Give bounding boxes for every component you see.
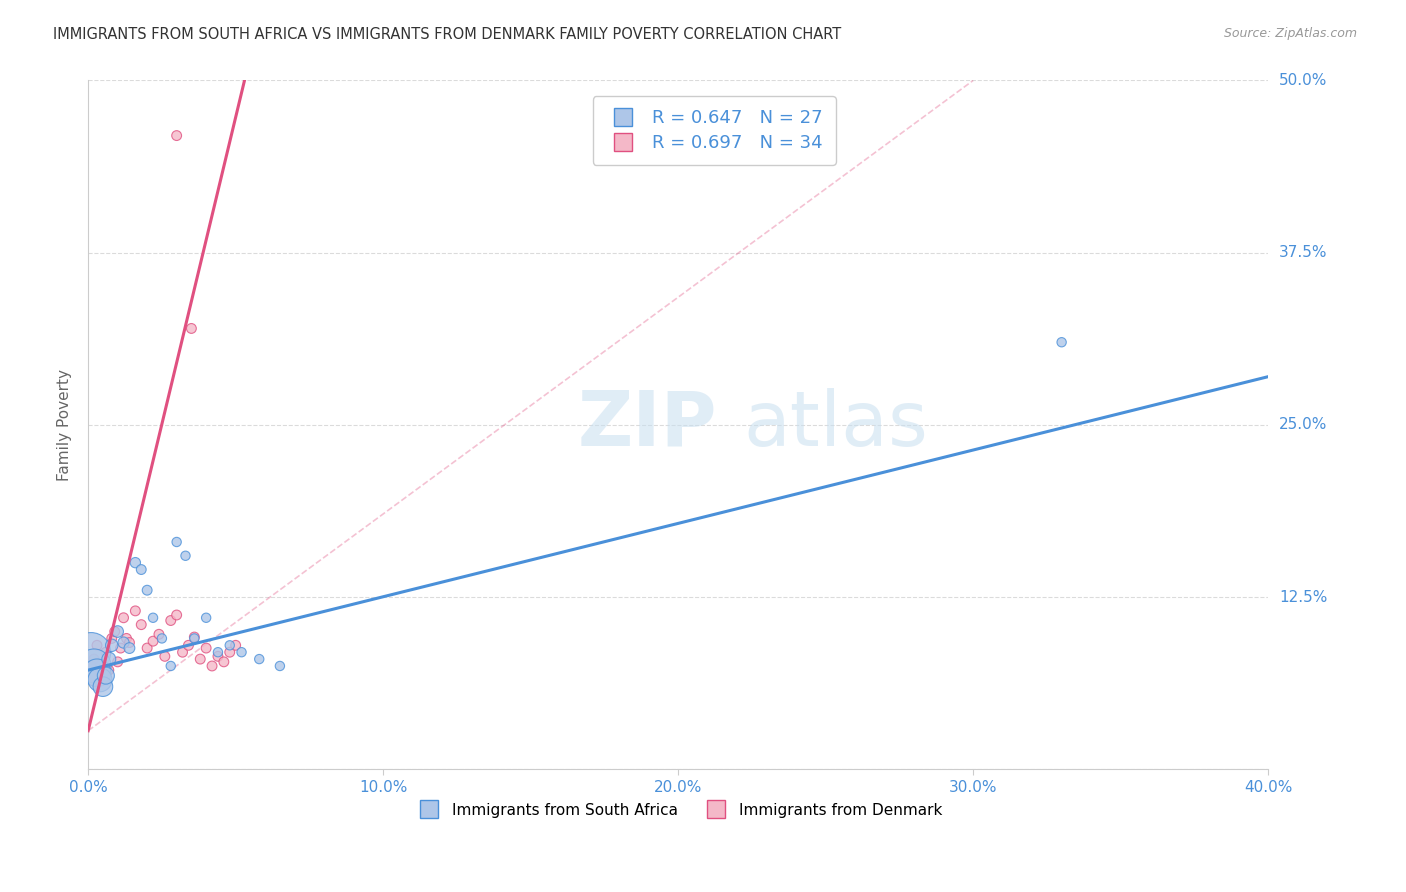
Legend: Immigrants from South Africa, Immigrants from Denmark: Immigrants from South Africa, Immigrants… xyxy=(408,797,949,823)
Point xyxy=(110,641,132,656)
Point xyxy=(269,659,291,673)
Point xyxy=(100,638,122,652)
Point xyxy=(166,607,188,622)
Point xyxy=(201,659,224,673)
Point xyxy=(159,614,181,628)
Text: ZIP: ZIP xyxy=(578,388,717,462)
Point xyxy=(150,632,173,646)
Point xyxy=(112,635,135,649)
Point xyxy=(1050,335,1073,350)
Text: 25.0%: 25.0% xyxy=(1279,417,1327,433)
Point xyxy=(86,665,108,680)
Point xyxy=(148,627,170,641)
Point xyxy=(212,655,235,669)
Point xyxy=(195,611,218,625)
Point xyxy=(166,535,188,549)
Point xyxy=(177,638,200,652)
Point xyxy=(80,659,103,673)
Point xyxy=(183,630,205,644)
Point xyxy=(107,624,129,639)
Point xyxy=(159,659,181,673)
Point xyxy=(218,638,240,652)
Text: 50.0%: 50.0% xyxy=(1279,73,1327,88)
Point xyxy=(112,611,135,625)
Point xyxy=(97,663,120,677)
Point xyxy=(91,680,114,694)
Text: Source: ZipAtlas.com: Source: ZipAtlas.com xyxy=(1223,27,1357,40)
Point xyxy=(83,652,105,666)
Point xyxy=(136,641,159,656)
Point xyxy=(218,645,240,659)
Point xyxy=(129,563,152,577)
Point xyxy=(83,659,105,673)
Text: 12.5%: 12.5% xyxy=(1279,590,1327,605)
Text: IMMIGRANTS FROM SOUTH AFRICA VS IMMIGRANTS FROM DENMARK FAMILY POVERTY CORRELATI: IMMIGRANTS FROM SOUTH AFRICA VS IMMIGRAN… xyxy=(53,27,842,42)
Point xyxy=(86,638,108,652)
Point xyxy=(231,645,253,659)
Point xyxy=(207,649,229,664)
Point xyxy=(129,617,152,632)
Point xyxy=(89,673,111,687)
Point xyxy=(183,632,205,646)
Point xyxy=(153,649,176,664)
Y-axis label: Family Poverty: Family Poverty xyxy=(58,369,72,481)
Point xyxy=(118,641,141,656)
Point xyxy=(100,632,122,646)
Point xyxy=(97,652,120,666)
Point xyxy=(166,128,188,143)
Point xyxy=(94,668,117,682)
Point xyxy=(107,655,129,669)
Point xyxy=(136,583,159,598)
Point xyxy=(124,604,146,618)
Point xyxy=(172,645,194,659)
Point xyxy=(118,635,141,649)
Text: atlas: atlas xyxy=(742,388,928,462)
Text: 37.5%: 37.5% xyxy=(1279,245,1327,260)
Point xyxy=(188,652,211,666)
Point xyxy=(142,611,165,625)
Point xyxy=(124,556,146,570)
Point xyxy=(115,632,138,646)
Point xyxy=(89,665,111,680)
Point xyxy=(104,624,127,639)
Point xyxy=(180,321,202,335)
Point xyxy=(142,634,165,648)
Point xyxy=(91,673,114,687)
Point xyxy=(195,641,218,656)
Point xyxy=(225,638,247,652)
Point xyxy=(207,645,229,659)
Point xyxy=(80,645,103,659)
Point xyxy=(94,645,117,659)
Point xyxy=(247,652,270,666)
Point xyxy=(174,549,197,563)
